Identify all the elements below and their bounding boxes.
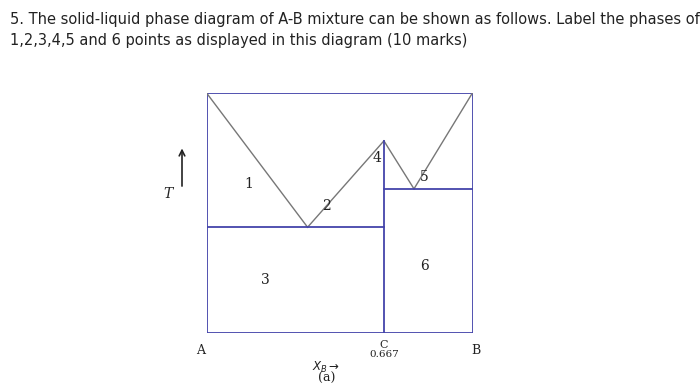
- Text: 2: 2: [322, 199, 330, 212]
- Text: 3: 3: [260, 273, 270, 287]
- Text: 6: 6: [420, 259, 429, 272]
- Text: $X_B\rightarrow$: $X_B\rightarrow$: [312, 360, 340, 375]
- Text: 1: 1: [244, 177, 253, 191]
- Text: T: T: [163, 187, 173, 200]
- Text: A: A: [197, 344, 205, 358]
- Text: B: B: [471, 344, 481, 358]
- Text: 5. The solid-liquid phase diagram of A-B mixture can be shown as follows. Label : 5. The solid-liquid phase diagram of A-B…: [10, 12, 700, 48]
- Text: 5: 5: [420, 170, 429, 184]
- Text: 4: 4: [372, 151, 382, 164]
- Text: C: C: [379, 340, 389, 350]
- Text: (a): (a): [318, 372, 335, 385]
- Text: 0.667: 0.667: [369, 350, 399, 359]
